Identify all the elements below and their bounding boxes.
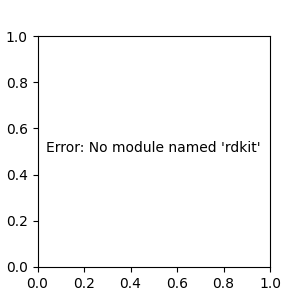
Text: Error: No module named 'rdkit': Error: No module named 'rdkit'	[46, 140, 261, 154]
